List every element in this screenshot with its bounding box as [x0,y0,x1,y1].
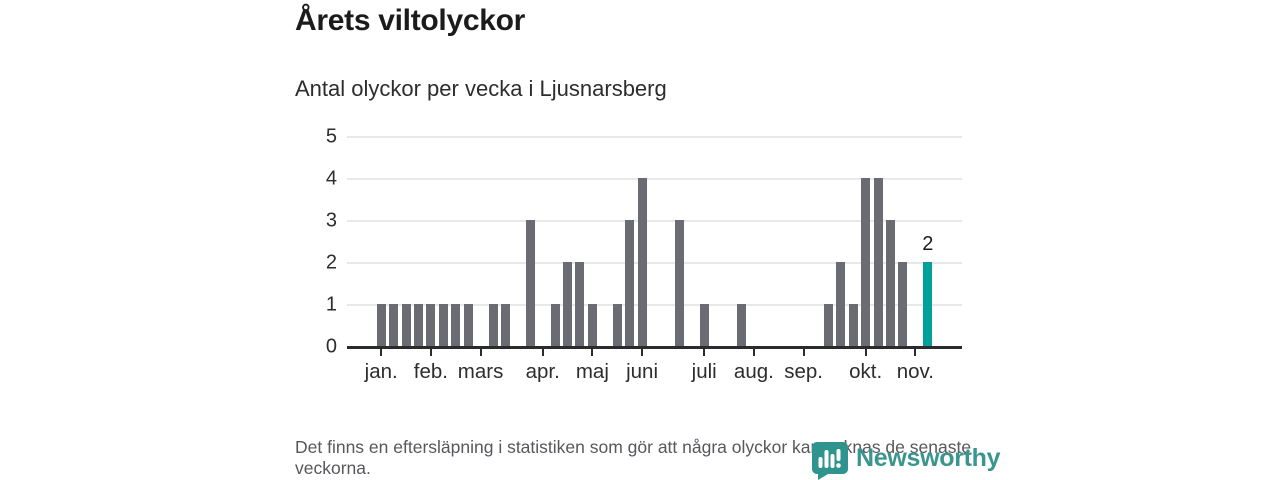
bar-week-13 [525,220,535,346]
bar-week-20 [612,304,622,346]
month-label: sep. [784,360,823,383]
month-label: apr. [525,360,560,383]
plot-area: 0 1 2 3 4 5 2 jan. feb. mars apr. maj juni juli aug. se… [326,127,962,383]
y-axis-label: 3 [325,209,337,232]
chart-title: Årets viltolyckor [295,4,525,37]
y-axis-label: 5 [325,125,337,148]
month-tick [641,349,644,356]
bar-week-2 [389,304,399,346]
bar-week-37 [823,304,833,346]
y-axis-label: 2 [325,251,337,274]
bar-week-42 [886,220,896,346]
bar-week-1 [376,304,386,346]
month-label: juli [691,360,717,383]
month-tick [864,349,867,356]
bar-week-41 [873,178,883,346]
month-label: okt. [849,360,883,383]
bar-week-10 [488,304,498,346]
newsworthy-bubble-chart-icon [812,442,848,480]
newsworthy-logo: Newsworthy [810,441,1001,480]
x-axis-line [347,346,962,349]
bar-week-3 [401,304,411,346]
month-tick [591,349,594,356]
gridline [347,178,962,180]
highlight-value-label: 2 [922,233,934,255]
bar-week-39 [848,304,858,346]
gridline [347,304,962,306]
bar-week-15 [550,304,560,346]
y-axis-label: 1 [325,293,337,316]
month-tick [802,349,805,356]
y-axis-label: 4 [325,167,337,190]
bar-week-22 [637,178,647,346]
month-label: jan. [364,360,398,383]
month-tick [752,349,755,356]
month-tick [914,349,917,356]
month-tick [380,349,383,356]
month-label: nov. [896,360,934,383]
footnote: Det finns en eftersläpning i statistiken… [295,437,972,478]
y-axis-label: 0 [325,335,337,358]
bar-week-38 [836,262,846,346]
month-label: maj [575,360,609,383]
month-tick [541,349,544,356]
bar-week-43 [898,262,908,346]
bar-week-17 [575,262,585,346]
bar-week-4 [413,304,423,346]
month-tick [479,349,482,356]
bar-week-25 [674,220,684,346]
bar-week-40 [861,178,871,346]
highlight-bar [923,262,933,346]
bar-week-7 [451,304,461,346]
month-label: mars [457,360,504,383]
chart-subtitle: Antal olyckor per vecka i Ljusnarsberg [295,76,667,101]
month-tick [703,349,706,356]
bar-week-21 [625,220,635,346]
bar-week-18 [587,304,597,346]
bar-week-8 [463,304,473,346]
gridline [347,262,962,264]
bar-week-5 [426,304,436,346]
month-label: aug. [733,360,774,383]
month-tick [429,349,432,356]
bar-week-27 [699,304,709,346]
month-label: feb. [413,360,448,383]
bar-week-30 [736,304,746,346]
month-label: juni [626,360,659,383]
bar-week-16 [563,262,573,346]
bar-week-11 [500,304,510,346]
bar-week-6 [438,304,448,346]
newsworthy-wordmark: Newsworthy [856,444,1001,472]
gridline [347,220,962,222]
gridline [347,136,962,138]
